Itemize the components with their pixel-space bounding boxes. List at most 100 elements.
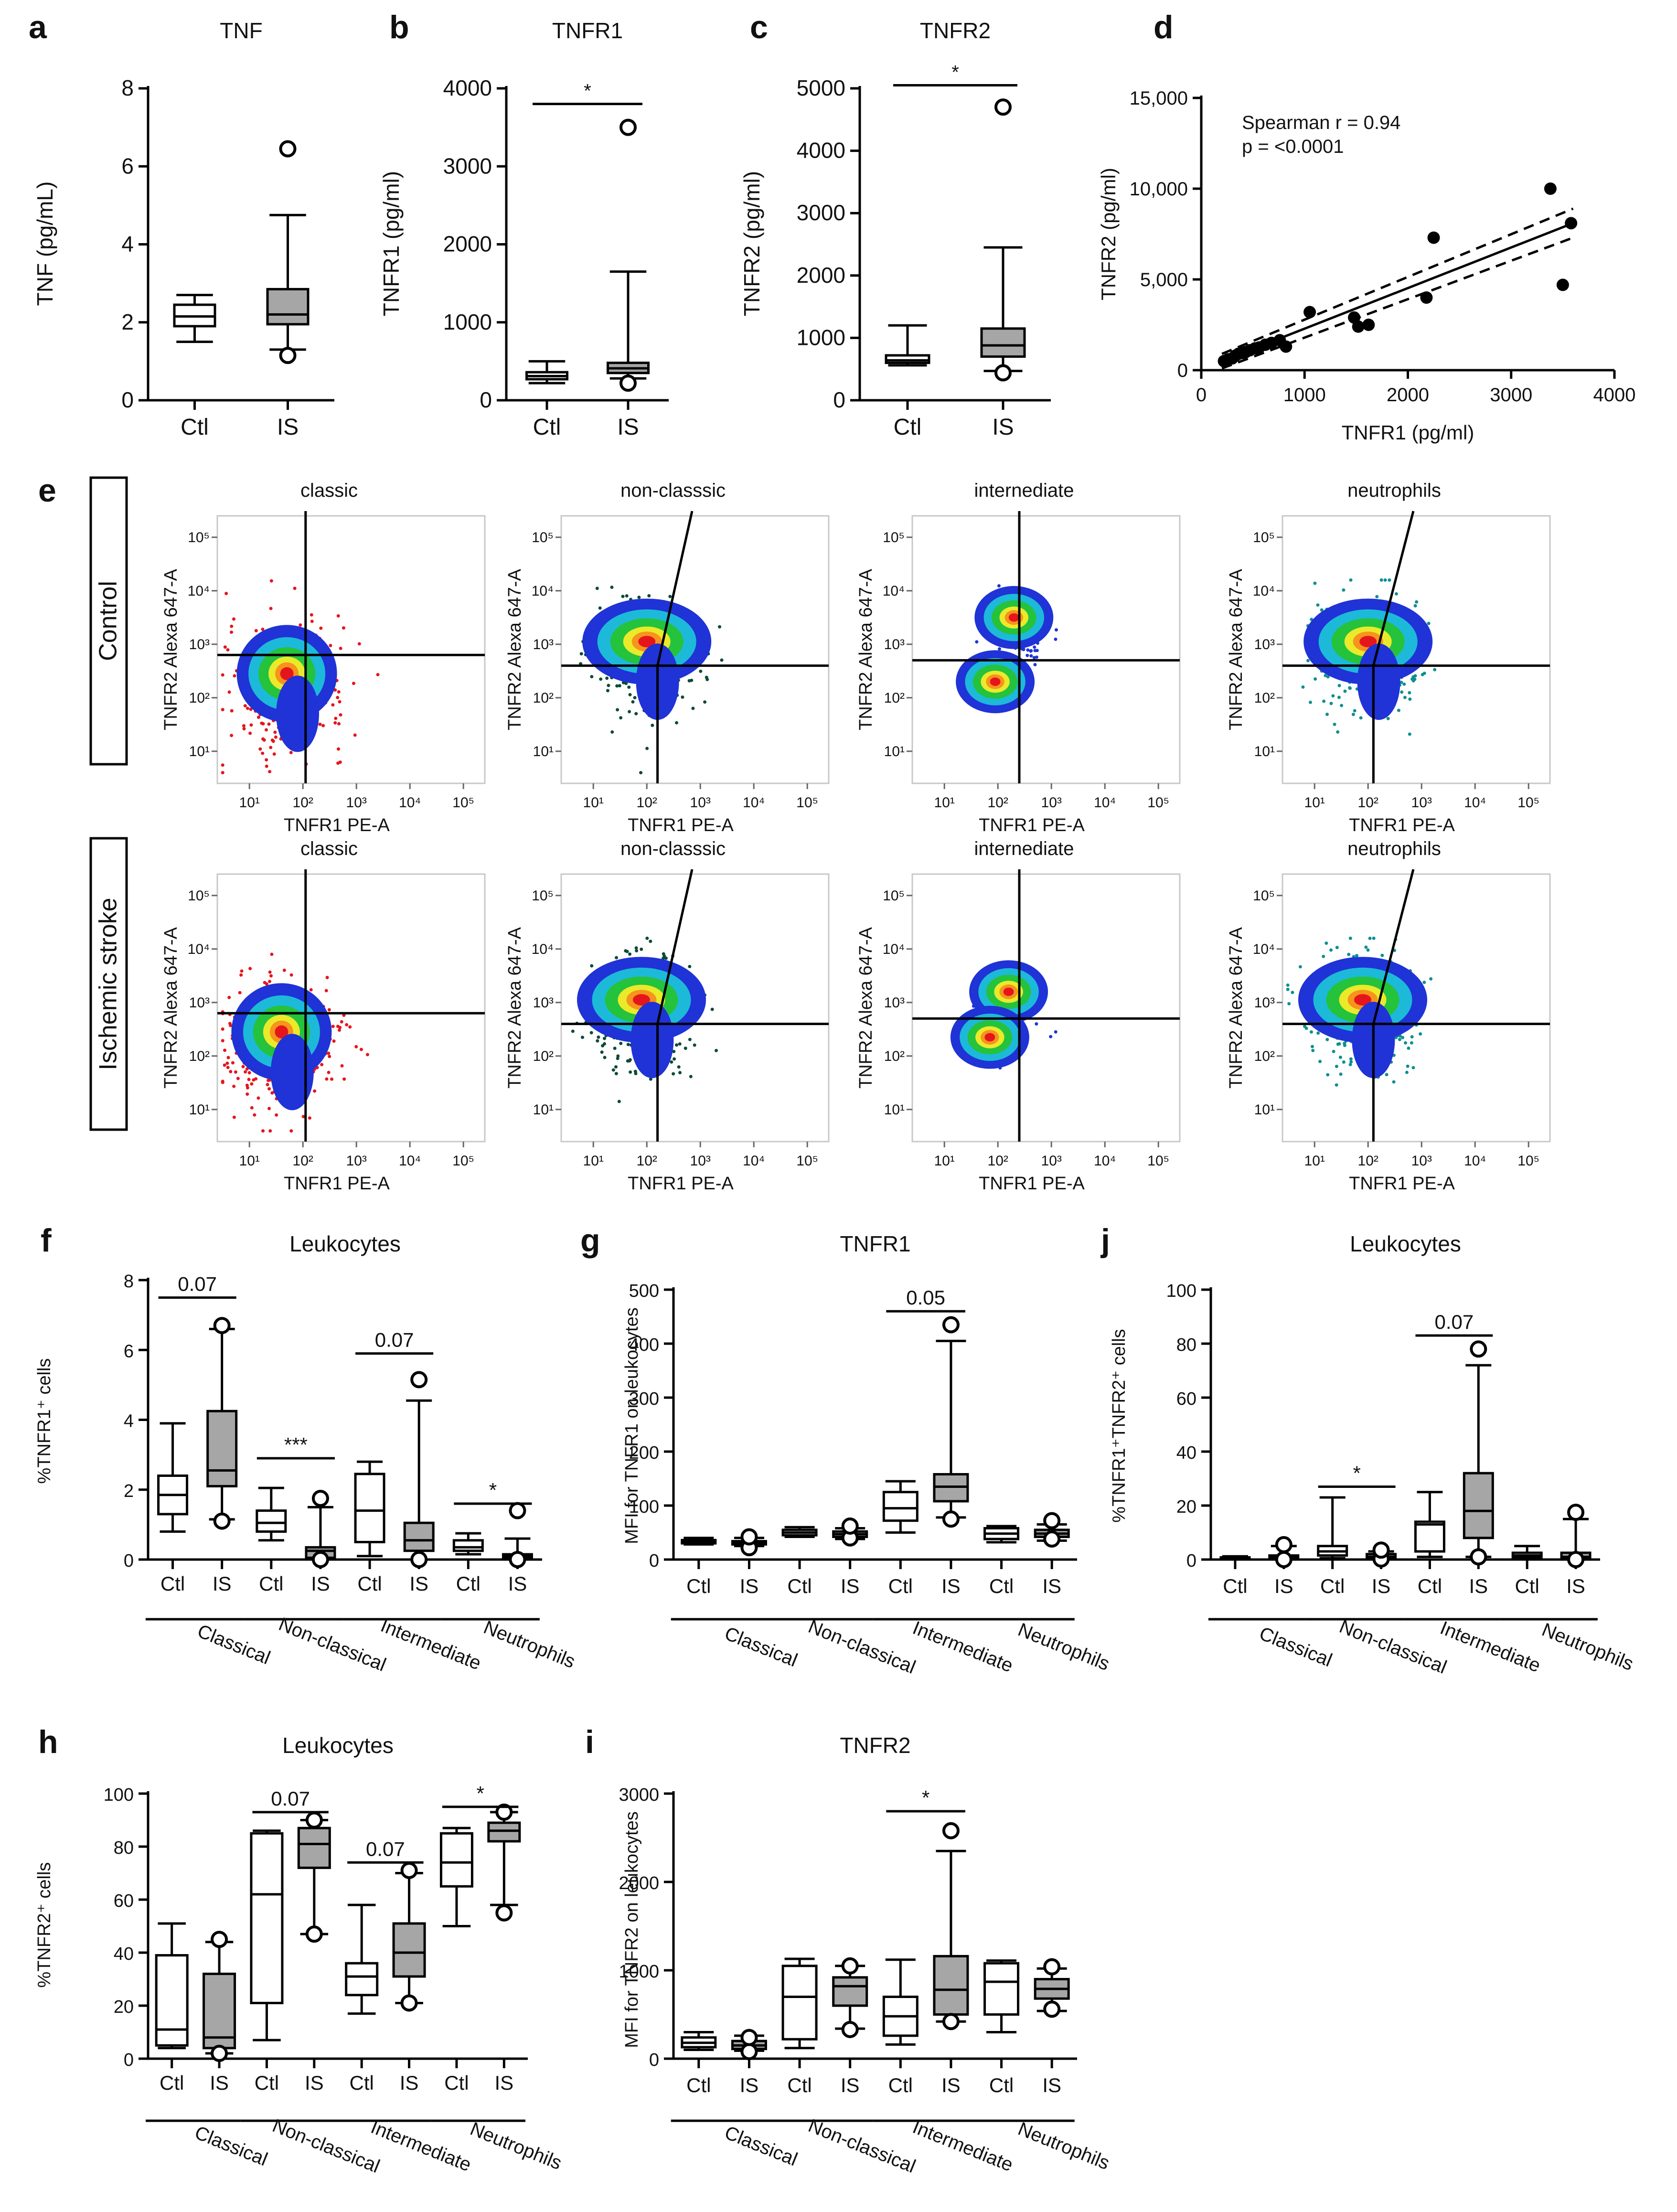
outlier-point: [1372, 1541, 1390, 1559]
y-tick-label: 5000: [797, 75, 845, 100]
panel-title: TNFR1: [552, 18, 623, 43]
event-dot: [337, 1028, 341, 1032]
event-dot: [247, 1078, 251, 1081]
event-dot: [260, 721, 264, 725]
y-tick-label: 15,000: [1130, 88, 1188, 109]
event-dot: [1348, 1063, 1352, 1067]
event-dot: [254, 629, 258, 632]
event-dot: [226, 1056, 230, 1059]
box-is-5: [392, 1861, 426, 2012]
x-tick-label-ctl: Ctl: [1515, 1575, 1539, 1597]
gate-title: internediate: [974, 838, 1074, 859]
event-dot: [289, 751, 293, 755]
event-dot: [1324, 673, 1327, 677]
flow-plot-stroke-neutrophils: neutrophils 10¹ 10¹ 10² 10² 10³ 10³ 10⁴ 10⁴ 10⁵ 10…: [1226, 838, 1551, 1194]
event-dot: [1343, 1044, 1346, 1047]
y-axis-label: TNFR2 (pg/ml): [1097, 168, 1120, 300]
box-is-5: [933, 1822, 969, 2030]
box-is-1: [731, 1528, 767, 1557]
event-dot: [1320, 608, 1324, 612]
density-contour-5: [1359, 636, 1377, 648]
event-dot: [221, 673, 224, 677]
box-iqr: [345, 1962, 379, 1997]
density-contour-5: [633, 994, 650, 1006]
event-dot: [365, 1053, 369, 1057]
event-dot: [357, 642, 361, 646]
box-ctl-2: [781, 1526, 818, 1539]
event-dot: [677, 1065, 681, 1069]
event-dot: [308, 1116, 311, 1120]
box-ctl-6: [983, 1525, 1020, 1544]
significance-label: 0.07: [366, 1838, 405, 1860]
event-dot: [268, 980, 272, 983]
event-dot: [703, 700, 707, 704]
outlier-point: [509, 1551, 526, 1568]
event-dot: [328, 1055, 331, 1058]
event-dot: [1337, 695, 1341, 699]
event-dot: [336, 614, 340, 618]
event-dot: [261, 751, 265, 755]
gate-diagonal: [656, 511, 694, 666]
y-tick-label: 4: [121, 232, 134, 256]
event-dot: [688, 965, 692, 969]
event-dot: [610, 730, 614, 734]
event-dot: [614, 1072, 618, 1076]
y-tick-label: 10³: [533, 995, 554, 1011]
x-tick-label-is: IS: [1042, 1575, 1061, 1597]
event-dot: [1386, 716, 1390, 720]
event-dot: [1348, 936, 1352, 940]
outlier-point: [509, 1502, 526, 1519]
gate-title: internediate: [974, 480, 1074, 501]
event-dot: [353, 733, 357, 737]
box-is-7: [1034, 1512, 1070, 1548]
event-dot: [223, 1063, 226, 1067]
event-dot: [1411, 1066, 1415, 1069]
box-ctl-0: [173, 294, 216, 343]
event-dot: [645, 936, 649, 940]
event-dot: [603, 1056, 607, 1059]
outlier-point: [620, 118, 637, 136]
x-tick-label: 10⁵: [1517, 1153, 1539, 1169]
box-is-7: [1034, 1958, 1070, 2018]
box-iqr: [882, 1491, 919, 1522]
event-dot: [232, 1084, 236, 1088]
box-is-3: [832, 1517, 868, 1547]
y-axis-label: %TNFR2⁺ cells: [34, 1862, 54, 1988]
significance-label: 0.07: [271, 1787, 310, 1810]
box-ctl-0: [885, 324, 930, 367]
event-dot: [270, 738, 274, 742]
event-dot: [267, 1107, 271, 1111]
x-tick-label-ctl: Ctl: [1320, 1575, 1345, 1597]
event-dot: [282, 968, 286, 972]
event-dot: [313, 1089, 317, 1093]
panel-title: TNFR2: [920, 18, 991, 43]
event-dot: [1033, 649, 1037, 652]
y-axis-label: %TNFR1⁺ cells: [34, 1358, 54, 1484]
box-iqr: [403, 1521, 435, 1552]
scatter-point: [1427, 231, 1440, 244]
event-dot: [640, 947, 643, 951]
event-dot: [232, 617, 235, 621]
y-tick-label: 1000: [797, 325, 845, 350]
row-label-control: Control: [95, 581, 122, 661]
y-axis-label: TNFR1 (pg/ml): [379, 171, 404, 316]
event-dot: [1385, 1073, 1389, 1077]
panel-b: b TNFR1 TNFR1 (pg/ml) 0 1000 2000 3000 4000 Ctl I…: [379, 9, 669, 440]
x-tick-label-ctl: Ctl: [989, 1575, 1014, 1597]
x-tick-label-is: IS: [210, 2072, 229, 2094]
x-tick-label-ctl: Ctl: [1223, 1575, 1247, 1597]
x-tick-label-ctl: Ctl: [357, 1572, 382, 1595]
y-tick-label: 10⁵: [1253, 888, 1275, 904]
event-dot: [607, 684, 610, 687]
event-dot: [324, 989, 328, 993]
x-tick-label: 10³: [690, 1153, 711, 1169]
event-dot: [1322, 699, 1326, 703]
event-dot: [627, 685, 631, 689]
event-dot: [230, 734, 234, 737]
event-dot: [376, 673, 380, 676]
x-axis-label: TNFR1 PE-A: [979, 1174, 1085, 1194]
x-axis-label: TNFR1 PE-A: [979, 815, 1085, 835]
box-is-7: [1560, 1504, 1592, 1568]
event-dot: [266, 1083, 269, 1087]
y-tick-label: 10²: [189, 1048, 210, 1064]
